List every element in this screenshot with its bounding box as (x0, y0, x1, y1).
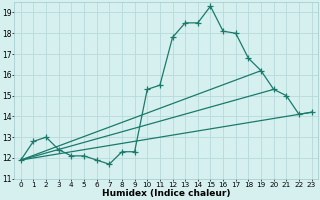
X-axis label: Humidex (Indice chaleur): Humidex (Indice chaleur) (102, 189, 230, 198)
